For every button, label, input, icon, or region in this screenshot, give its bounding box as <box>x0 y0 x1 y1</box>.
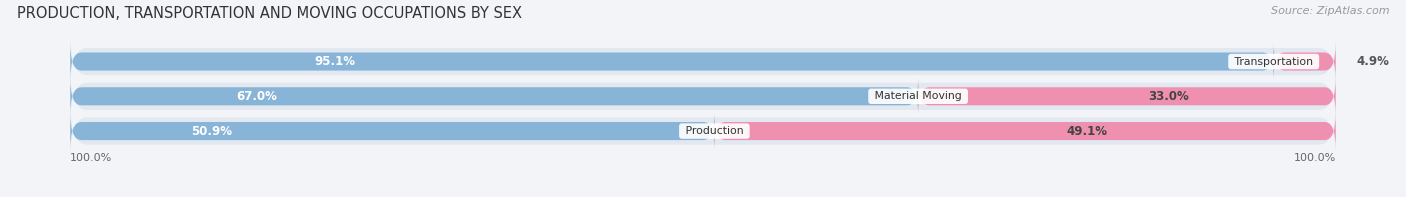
Text: 100.0%: 100.0% <box>70 153 112 163</box>
FancyBboxPatch shape <box>70 113 714 149</box>
FancyBboxPatch shape <box>70 104 1336 158</box>
Text: 50.9%: 50.9% <box>191 125 232 138</box>
Text: 4.9%: 4.9% <box>1357 55 1389 68</box>
FancyBboxPatch shape <box>70 34 1336 89</box>
FancyBboxPatch shape <box>70 44 1274 80</box>
Text: PRODUCTION, TRANSPORTATION AND MOVING OCCUPATIONS BY SEX: PRODUCTION, TRANSPORTATION AND MOVING OC… <box>17 6 522 21</box>
Text: Source: ZipAtlas.com: Source: ZipAtlas.com <box>1271 6 1389 16</box>
Text: 67.0%: 67.0% <box>236 90 277 103</box>
FancyBboxPatch shape <box>70 78 918 114</box>
FancyBboxPatch shape <box>70 69 1336 123</box>
Text: 100.0%: 100.0% <box>1294 153 1336 163</box>
FancyBboxPatch shape <box>714 113 1336 149</box>
Text: Transportation: Transportation <box>1230 57 1316 67</box>
Text: 49.1%: 49.1% <box>1067 125 1108 138</box>
Text: Material Moving: Material Moving <box>870 91 966 101</box>
Text: 33.0%: 33.0% <box>1149 90 1189 103</box>
FancyBboxPatch shape <box>1274 44 1336 80</box>
Text: Production: Production <box>682 126 747 136</box>
Text: 95.1%: 95.1% <box>315 55 356 68</box>
FancyBboxPatch shape <box>918 78 1336 114</box>
